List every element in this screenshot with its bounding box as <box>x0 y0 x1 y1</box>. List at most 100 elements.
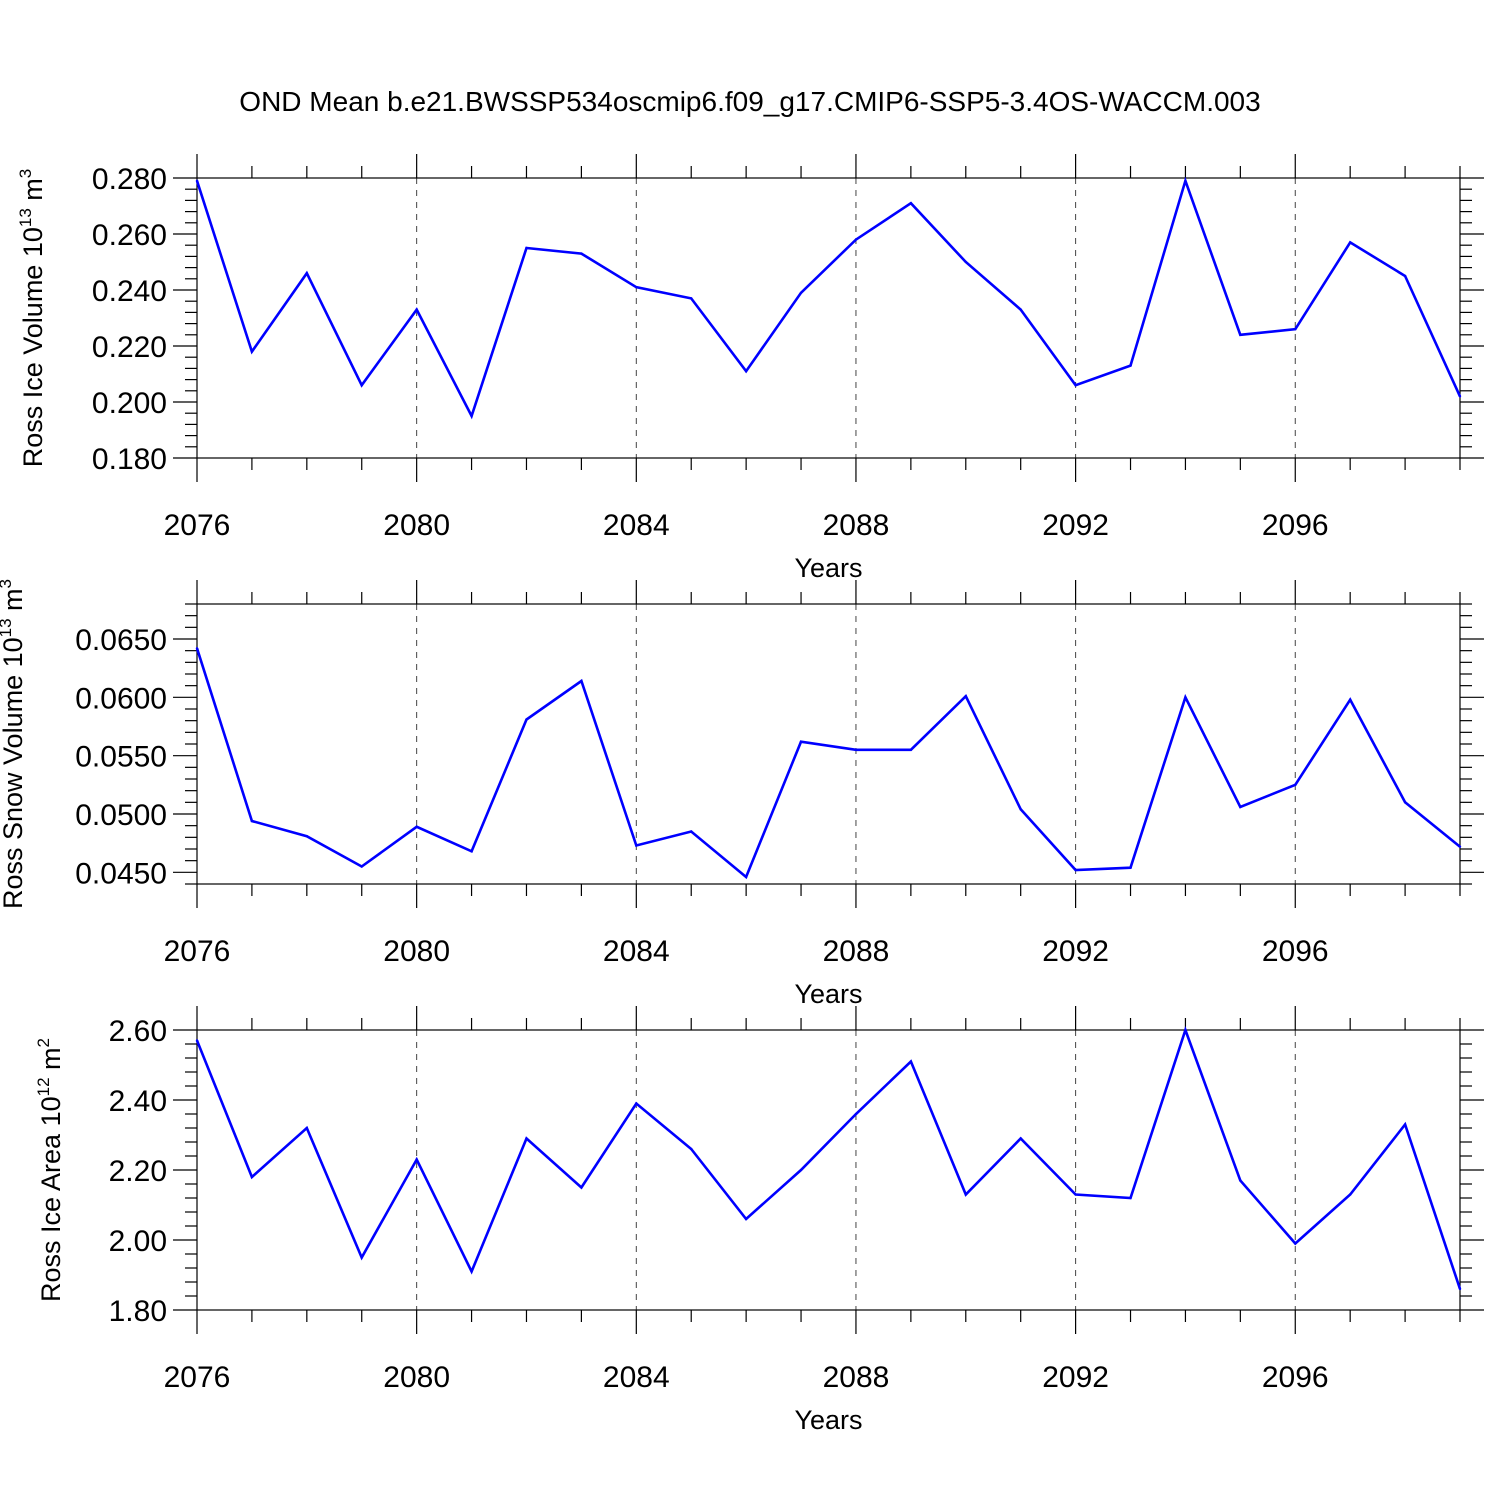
data-point <box>1129 1196 1132 1200</box>
x-tick-label: 2088 <box>823 509 890 542</box>
data-point <box>525 246 528 250</box>
data-point <box>909 748 913 752</box>
x-tick-label: 2092 <box>1042 935 1109 968</box>
data-point <box>580 252 583 255</box>
data-point <box>1294 783 1297 787</box>
data-point <box>1348 1193 1352 1196</box>
data-point <box>415 825 418 829</box>
data-point <box>195 1039 199 1042</box>
data-point <box>744 875 748 879</box>
data-point <box>799 291 803 294</box>
data-point <box>690 1147 693 1151</box>
y-axis-title-superscript: 3 <box>16 169 35 178</box>
data-point <box>1019 808 1022 811</box>
y-axis-title-text: m <box>18 178 48 208</box>
data-point <box>909 1060 913 1063</box>
data-series-line <box>195 647 1461 880</box>
data-series-line <box>195 176 1462 420</box>
data-point <box>1184 1028 1187 1032</box>
data-point <box>635 844 638 847</box>
x-tick-label: 2084 <box>603 935 670 968</box>
data-point <box>1074 384 1077 387</box>
x-tick-label: 2080 <box>383 935 450 968</box>
x-tick-label: 2092 <box>1042 509 1109 542</box>
y-tick-label: 2.40 <box>109 1085 167 1118</box>
y-tick-label: 2.00 <box>109 1225 167 1258</box>
y-tick-label: 0.0550 <box>75 741 167 774</box>
data-point <box>1019 308 1022 311</box>
y-tick-label: 0.0500 <box>75 799 167 832</box>
data-point <box>1074 1193 1077 1196</box>
data-point <box>799 740 803 743</box>
data-point <box>964 1193 967 1196</box>
data-point <box>1184 696 1187 699</box>
y-tick-label: 0.240 <box>92 275 167 308</box>
data-point <box>964 260 967 264</box>
y-axis-title-superscript: 13 <box>16 208 35 227</box>
x-tick-label: 2076 <box>164 1361 231 1394</box>
x-tick-label: 2088 <box>823 1361 890 1394</box>
x-axis-title: Years <box>794 1405 862 1435</box>
data-series-line <box>195 1026 1462 1290</box>
data-point <box>580 679 583 683</box>
y-axis-title-text: m <box>36 1047 66 1077</box>
data-point <box>635 286 638 289</box>
data-point <box>1239 333 1242 336</box>
data-point <box>744 370 748 373</box>
data-point <box>1129 866 1132 869</box>
plot-frame <box>196 1029 1461 1311</box>
x-tick-label: 2096 <box>1262 935 1329 968</box>
y-axis-title: Ross Ice Area 1012 m2 <box>34 1038 66 1302</box>
y-axis-title-text: Ross Ice Area 10 <box>36 1096 66 1302</box>
x-tick-label: 2084 <box>603 1361 670 1394</box>
y-tick-label: 0.0450 <box>75 857 167 890</box>
data-point <box>1129 364 1132 367</box>
data-point <box>1458 1287 1462 1291</box>
y-tick-label: 0.200 <box>92 387 167 420</box>
y-tick-label: 2.20 <box>109 1155 167 1188</box>
plot-frame <box>196 603 1461 885</box>
x-tick-label: 2092 <box>1042 1361 1109 1394</box>
data-point <box>909 202 913 205</box>
data-point <box>360 384 363 387</box>
data-point <box>1239 1179 1242 1182</box>
y-axis-title: Ross Ice Volume 1013 m3 <box>16 169 48 468</box>
data-point <box>1458 395 1462 398</box>
data-point <box>1403 1123 1407 1126</box>
y-tick-label: 0.220 <box>92 331 167 364</box>
chart-panel-2: 2076 2080 2084 2088 2092 2096 0.0450 0.0500 0.05… <box>0 579 1484 1009</box>
data-point <box>690 297 693 300</box>
data-point <box>1458 845 1462 848</box>
y-tick-label: 0.180 <box>92 443 167 476</box>
x-axis-title: Years <box>794 553 862 583</box>
y-tick-label: 0.0650 <box>75 624 167 657</box>
data-point <box>1294 328 1297 331</box>
data-point <box>305 272 309 275</box>
data-point <box>1074 868 1077 872</box>
data-point <box>1348 698 1352 701</box>
y-tick-label: 1.80 <box>109 1295 167 1328</box>
data-point <box>1239 805 1242 809</box>
data-point <box>854 1112 858 1116</box>
y-axis-title: Ross Snow Volume 1013 m3 <box>0 579 28 909</box>
data-point <box>470 850 473 853</box>
data-point <box>305 834 309 838</box>
y-tick-label: 0.0600 <box>75 682 167 715</box>
data-point <box>195 647 199 650</box>
y-axis-title-superscript: 2 <box>34 1038 53 1047</box>
plot-frame <box>196 177 1461 459</box>
y-axis-title-text: Ross Ice Volume 10 <box>18 227 48 467</box>
x-tick-label: 2076 <box>164 935 231 968</box>
data-point <box>1184 179 1187 182</box>
data-point <box>305 1126 309 1130</box>
chart-panel-3: 2076 2080 2084 2088 2092 2096 1.80 2.00 2.20 2.40… <box>34 1006 1484 1435</box>
x-tick-label: 2096 <box>1262 509 1329 542</box>
chart-panel-1: 2076 2080 2084 2088 2092 2096 0.180 0.200 0.220 0… <box>16 154 1484 583</box>
data-point <box>1403 274 1407 278</box>
y-axis-title-text: Ross Snow Volume 10 <box>0 637 28 909</box>
data-point <box>250 350 254 353</box>
x-tick-label: 2084 <box>603 509 670 542</box>
data-point <box>415 308 418 311</box>
data-point <box>635 1102 638 1105</box>
